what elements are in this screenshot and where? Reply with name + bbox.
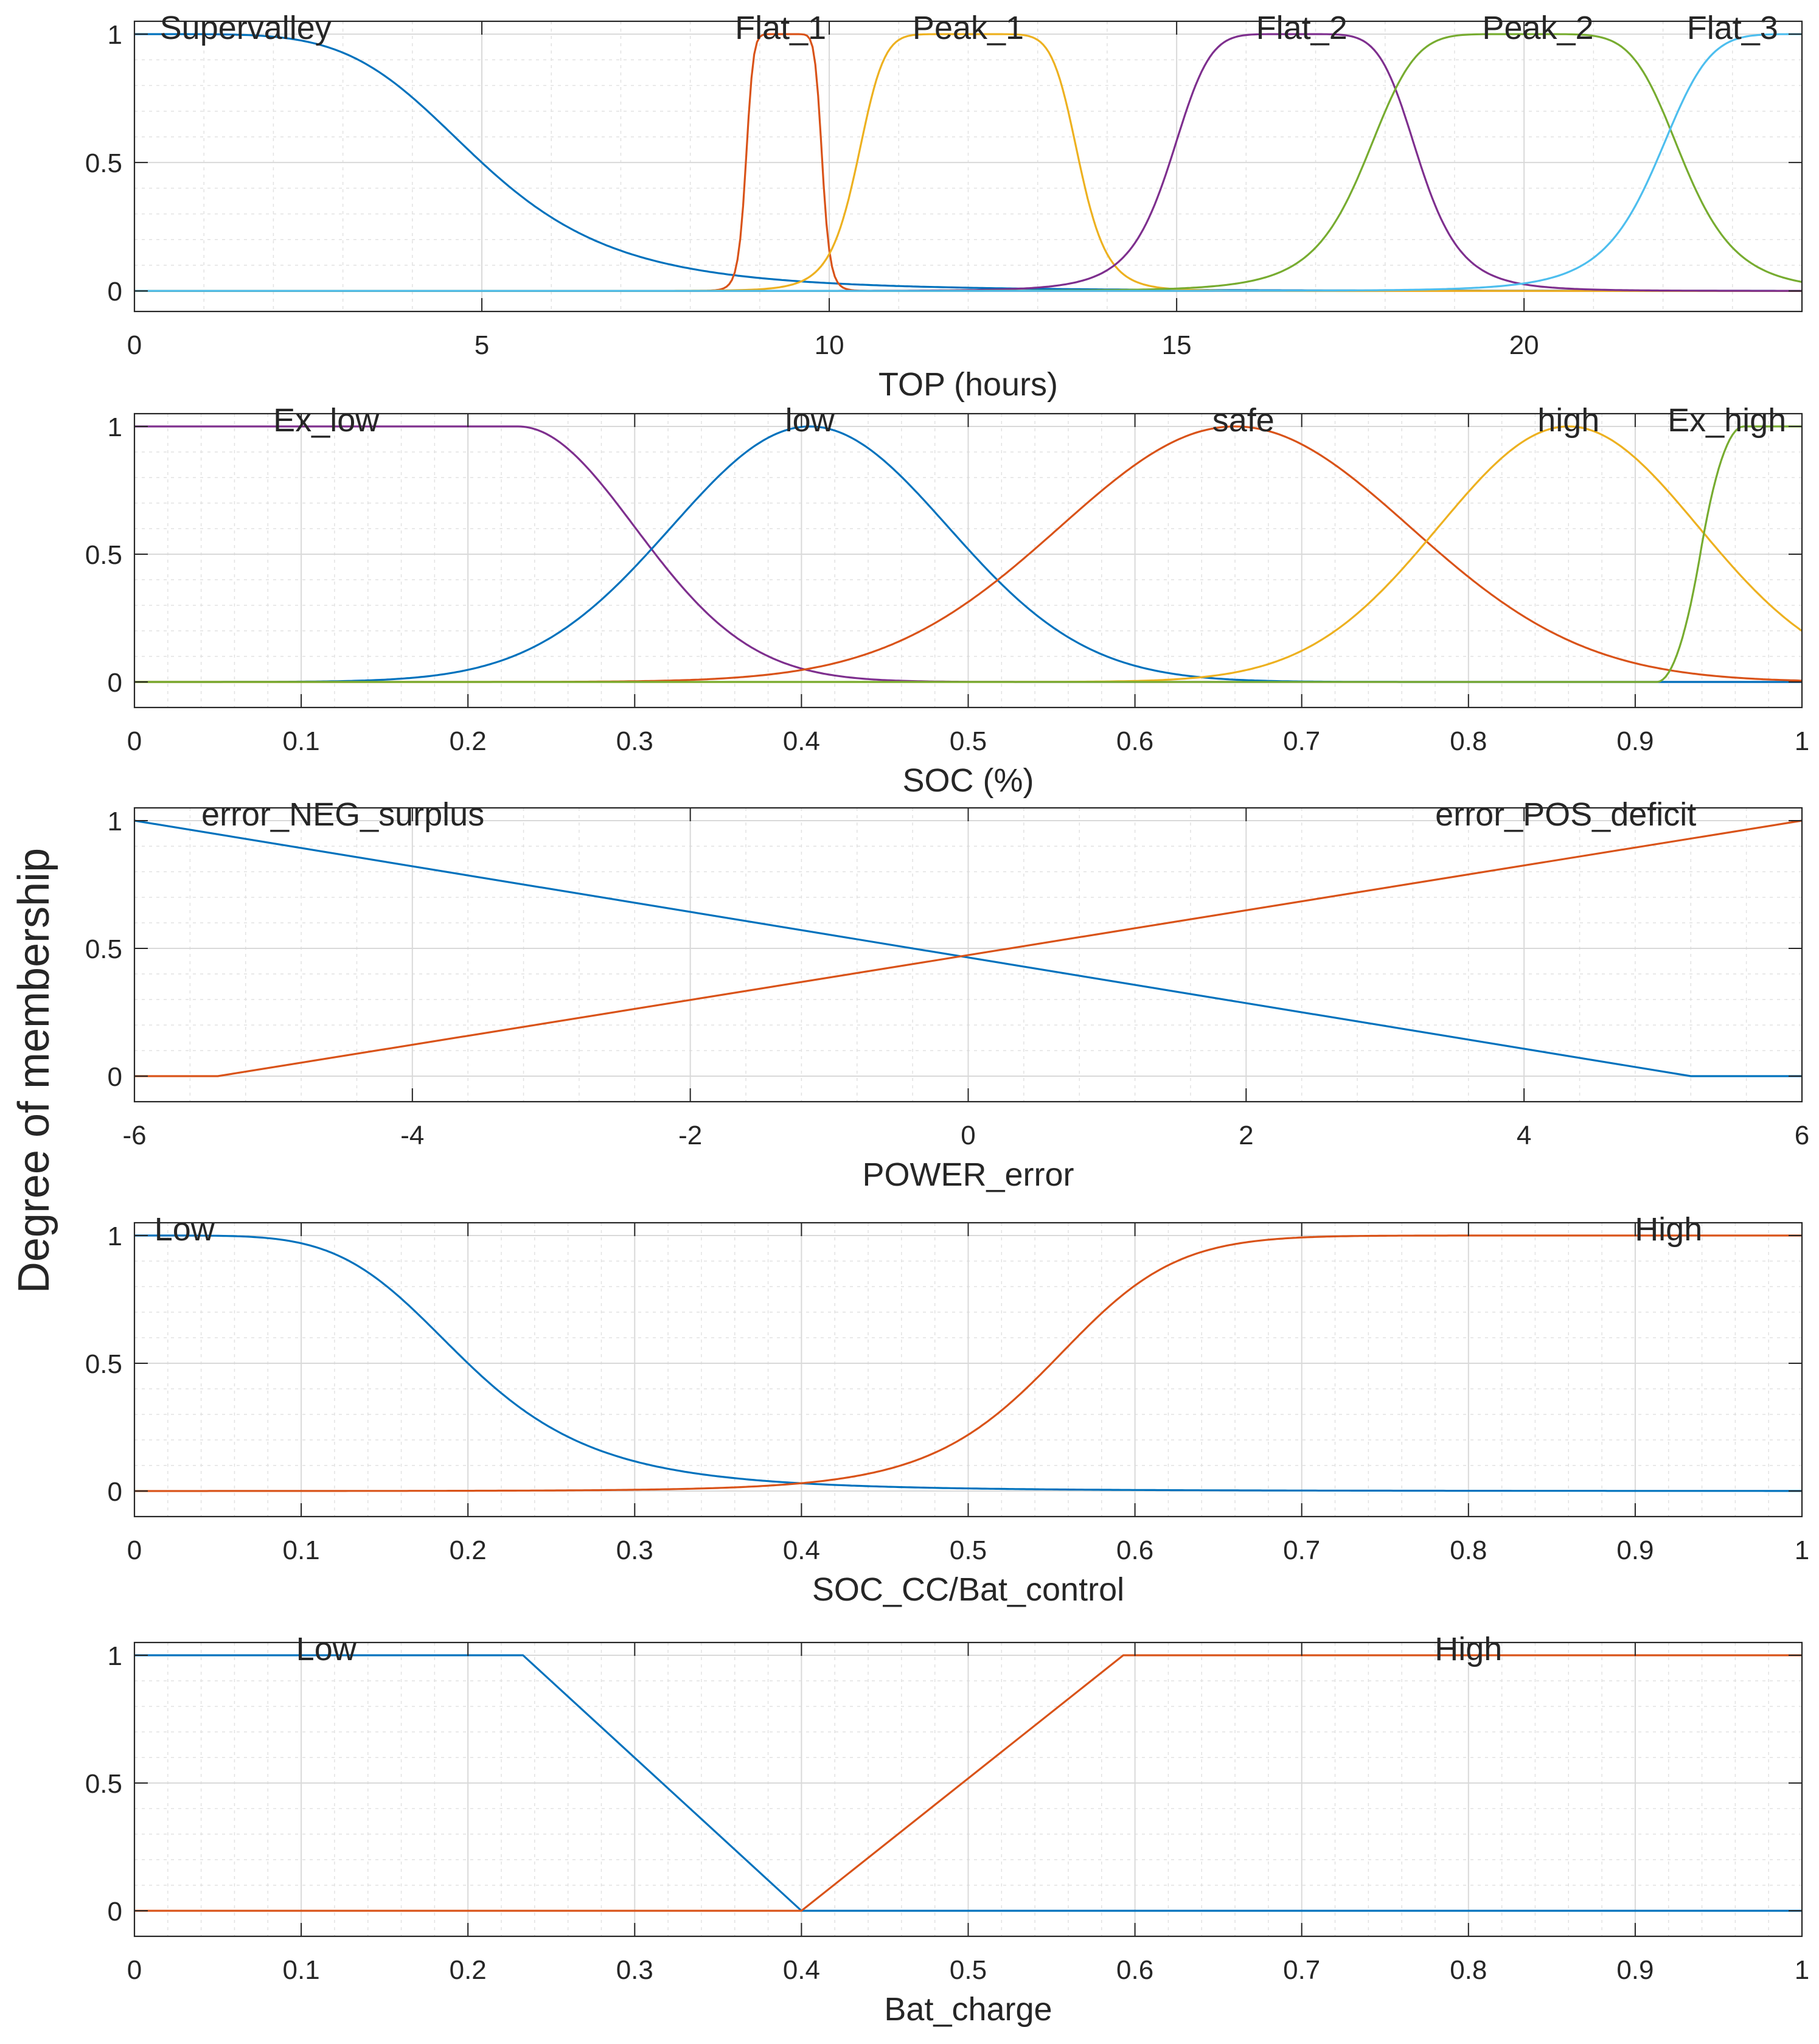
y-tick-label: 0: [108, 1062, 122, 1092]
mf-label: Peak_1: [913, 10, 1024, 46]
axes-5: 0 0.1 0.2 0.3 0.4 0.5 0.6 0.7 0.8 0.9 1 0 0.5 1 Bat_ch…: [85, 1631, 1809, 2028]
mf-label: Flat_2: [1256, 10, 1348, 46]
x-tick-label: 0.7: [1283, 1955, 1320, 1985]
mf-curve-error-pos-deficit: [134, 819, 1803, 1077]
mf-curve-high: [134, 1654, 1802, 1912]
mf-curve-low: [134, 1654, 1802, 1912]
y-tick-label: 0.5: [85, 148, 122, 178]
x-tick-label: 0.4: [783, 1955, 820, 1985]
mf-label: high: [1537, 402, 1599, 439]
x-tick-label: 0.2: [450, 1955, 487, 1985]
mf-label: Peak_2: [1482, 10, 1593, 46]
mf-curve-error-neg-surplus: [134, 819, 1802, 1077]
x-tick-label: 0.1: [283, 726, 320, 756]
y-tick-label: 0: [108, 1477, 122, 1507]
axes-2: 0 0.1 0.2 0.3 0.4 0.5 0.6 0.7 0.8 0.9 1 0 0.5 1 SOC (%…: [85, 402, 1809, 799]
y-tick-label: 0.5: [85, 934, 122, 964]
x-tick-label: 0.9: [1616, 1535, 1654, 1565]
mf-curve-flat-3: [134, 33, 1802, 292]
mf-curve-ex-high: [134, 425, 1802, 683]
x-tick-label: 0.2: [450, 726, 487, 756]
x-tick-label: 0.6: [1116, 1955, 1153, 1985]
x-tick-label: 5: [475, 330, 489, 360]
y-tick-label: 0: [108, 668, 122, 698]
x-tick-label: 0.2: [450, 1535, 487, 1565]
x-tick-label: 6: [1795, 1121, 1809, 1150]
mf-label: Supervalley: [160, 10, 332, 46]
x-tick-label: 0.9: [1616, 1955, 1654, 1985]
y-axis-label: Degree of membership: [10, 848, 58, 1293]
x-tick-label: 0.8: [1450, 726, 1487, 756]
y-tick-label: 0.5: [85, 540, 122, 570]
x-axis-label: POWER_error: [862, 1156, 1074, 1193]
x-tick-label: 0: [127, 330, 142, 360]
x-tick-label: 15: [1162, 330, 1192, 360]
mf-curve-high: [134, 1234, 1802, 1492]
x-tick-label: 2: [1239, 1121, 1253, 1150]
y-tick-label: 1: [108, 1641, 122, 1671]
x-tick-label: 0: [961, 1121, 975, 1150]
x-tick-label: 1: [1795, 1535, 1809, 1565]
x-axis-label: TOP (hours): [878, 366, 1058, 403]
x-tick-label: 20: [1509, 330, 1539, 360]
y-tick-label: 0: [108, 277, 122, 307]
x-tick-label: 0.8: [1450, 1535, 1487, 1565]
mf-curve-low: [134, 1234, 1802, 1492]
x-tick-label: 0.5: [950, 1535, 987, 1565]
x-tick-label: 0.4: [783, 1535, 820, 1565]
x-tick-label: 0.8: [1450, 1955, 1487, 1985]
mf-label: Ex_high: [1668, 402, 1786, 439]
x-tick-label: 0.4: [783, 726, 820, 756]
x-axis-label: Bat_charge: [884, 1991, 1052, 2028]
x-tick-label: 1: [1795, 1955, 1809, 1985]
x-tick-label: 0.3: [616, 1955, 653, 1985]
x-tick-label: 0.6: [1116, 1535, 1153, 1565]
x-tick-label: 0.1: [283, 1955, 320, 1985]
y-tick-label: 0.5: [85, 1349, 122, 1379]
y-tick-label: 1: [108, 1222, 122, 1251]
mf-label: Low: [296, 1631, 357, 1667]
x-axis-label: SOC_CC/Bat_control: [812, 1571, 1124, 1608]
x-tick-label: -6: [122, 1121, 146, 1150]
x-tick-label: 0: [127, 726, 142, 756]
y-tick-label: 1: [108, 807, 122, 836]
axes-1: 0 5 10 15 20 0 0.5 1 TOP (hours) Supervalley Flat_…: [85, 10, 1803, 403]
mf-label: High: [1435, 1631, 1502, 1667]
mf-label: Ex_low: [273, 402, 380, 439]
x-tick-label: 0.6: [1116, 726, 1153, 756]
x-tick-label: 0.9: [1616, 726, 1654, 756]
mf-label: High: [1635, 1211, 1702, 1248]
axes-3: -6 -4 -2 0 2 4 6 0 0.5 1 POWER_error error_NEG_surp…: [85, 796, 1809, 1193]
mf-label: Flat_1: [735, 10, 826, 46]
x-tick-label: 0: [127, 1535, 142, 1565]
y-tick-label: 1: [108, 20, 122, 50]
axes-frame: [133, 20, 1803, 313]
x-tick-label: 0.7: [1283, 726, 1320, 756]
x-tick-label: 0.3: [616, 1535, 653, 1565]
x-axis-label: SOC (%): [903, 762, 1034, 799]
mf-label: safe: [1212, 402, 1275, 439]
mf-label: error_POS_deficit: [1435, 796, 1696, 833]
y-tick-label: 1: [108, 412, 122, 442]
x-tick-label: 0: [127, 1955, 142, 1985]
mf-label: error_NEG_surplus: [201, 796, 484, 833]
x-tick-label: 0.3: [616, 726, 653, 756]
mf-label: Flat_3: [1687, 10, 1778, 46]
mf-label: Low: [155, 1211, 215, 1248]
y-tick-label: 0: [108, 1897, 122, 1927]
x-tick-label: 10: [815, 330, 844, 360]
x-tick-label: 4: [1517, 1121, 1531, 1150]
axes-4: 0 0.1 0.2 0.3 0.4 0.5 0.6 0.7 0.8 0.9 1 0 0.5 1 SOC_CC…: [85, 1211, 1809, 1608]
x-tick-label: 0.7: [1283, 1535, 1320, 1565]
x-tick-label: 0.1: [283, 1535, 320, 1565]
x-tick-label: 1: [1795, 726, 1809, 756]
x-tick-label: 0.5: [950, 726, 987, 756]
mf-label: low: [785, 402, 835, 439]
x-tick-label: -2: [678, 1121, 702, 1150]
y-tick-label: 0.5: [85, 1769, 122, 1799]
x-tick-label: -4: [400, 1121, 424, 1150]
x-tick-label: 0.5: [950, 1955, 987, 1985]
